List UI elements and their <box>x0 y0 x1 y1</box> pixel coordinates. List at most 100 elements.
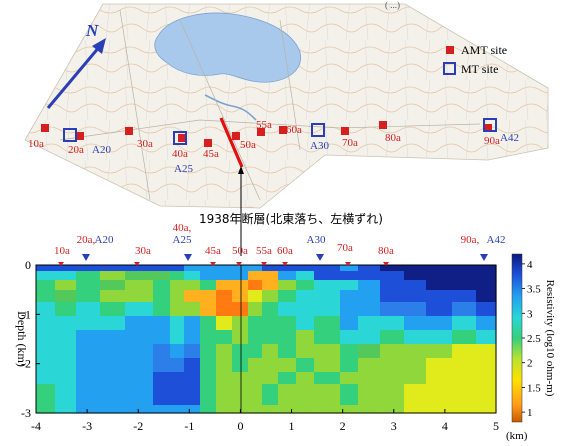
mt-site-label: A20 <box>92 144 111 156</box>
map-topography <box>25 4 548 208</box>
resistivity-cell <box>248 384 263 397</box>
resistivity-cell <box>76 290 101 303</box>
y-tick-label: 0 <box>25 258 31 272</box>
resistivity-cell <box>184 358 201 373</box>
resistivity-cell <box>358 396 381 406</box>
resistivity-cell <box>200 396 217 406</box>
x-tick-label: 1 <box>289 419 295 433</box>
resistivity-cell <box>36 384 56 397</box>
mt-position-marker <box>480 254 488 261</box>
resistivity-cell <box>380 396 405 406</box>
resistivity-cell <box>262 372 279 385</box>
section-site-label: 60a <box>277 245 293 257</box>
resistivity-cell <box>200 384 217 397</box>
resistivity-cell <box>476 384 497 397</box>
resistivity-cell <box>296 358 315 373</box>
resistivity-cell <box>262 271 279 281</box>
resistivity-cell <box>476 271 497 281</box>
resistivity-cell <box>55 344 77 359</box>
resistivity-cell <box>380 344 405 359</box>
resistivity-cell <box>340 302 359 317</box>
resistivity-cell <box>232 344 249 359</box>
resistivity-cell <box>262 330 279 345</box>
resistivity-cell <box>278 330 297 345</box>
resistivity-cell <box>340 358 359 373</box>
resistivity-cell <box>340 316 359 331</box>
resistivity-cell <box>100 330 126 345</box>
resistivity-cell <box>262 290 279 303</box>
resistivity-cell <box>125 271 154 281</box>
resistivity-cell <box>125 280 154 291</box>
resistivity-cell <box>314 280 341 291</box>
amt-site-label: 10a <box>28 138 44 150</box>
y-axis-label: Depth (km) <box>15 311 29 367</box>
resistivity-cell <box>404 302 427 317</box>
resistivity-cell <box>125 316 154 331</box>
resistivity-cell <box>153 290 171 303</box>
resistivity-cell <box>426 330 453 345</box>
north-arrow-head <box>92 38 106 54</box>
resistivity-cell <box>278 290 297 303</box>
colorbar-tick-label: 1.5 <box>527 382 541 394</box>
resistivity-cell <box>340 405 359 414</box>
resistivity-cell <box>380 372 405 385</box>
resistivity-cell <box>404 316 427 331</box>
resistivity-cell <box>184 396 201 406</box>
section-site-label: 90a, <box>461 234 480 246</box>
resistivity-cell <box>76 265 101 272</box>
section-site-label: 40a, <box>173 222 192 234</box>
resistivity-cell <box>216 405 233 414</box>
section-site-labels: 10a 20a, A20 30a 40a,A25 45a 50a 55a 60a A30 70a 80… <box>54 222 505 266</box>
resistivity-cell <box>426 384 453 397</box>
resistivity-cell <box>476 302 497 317</box>
resistivity-cell <box>248 405 263 414</box>
resistivity-cell <box>404 372 427 385</box>
resistivity-cell <box>153 330 171 345</box>
amt-site-marker <box>204 139 212 147</box>
resistivity-cell <box>216 290 233 303</box>
resistivity-cell <box>170 405 185 414</box>
resistivity-cell <box>55 372 77 385</box>
colorbar-tick-label: 2.5 <box>527 333 541 345</box>
resistivity-cell <box>358 330 381 345</box>
resistivity-cell <box>170 396 185 406</box>
resistivity-cell <box>476 358 497 373</box>
resistivity-cell <box>76 405 101 414</box>
resistivity-cell <box>296 372 315 385</box>
x-tick-label: 3 <box>391 419 397 433</box>
resistivity-cell <box>380 384 405 397</box>
resistivity-cell <box>153 316 171 331</box>
resistivity-cell <box>184 290 201 303</box>
resistivity-cell <box>248 372 263 385</box>
resistivity-cell <box>55 330 77 345</box>
site-map: N ( ...) AMT site MT site <box>24 0 549 256</box>
colorbar-tick-label: 3 <box>527 308 533 320</box>
resistivity-cell <box>170 280 185 291</box>
resistivity-cell <box>125 384 154 397</box>
section-site-label: 10a <box>54 245 70 257</box>
resistivity-cell <box>476 344 497 359</box>
amt-site-label: 60a <box>286 124 302 136</box>
amt-site-label: 80a <box>385 132 401 144</box>
resistivity-cell <box>296 384 315 397</box>
resistivity-cell <box>358 316 381 331</box>
colorbar-tick-label: 2 <box>527 358 533 370</box>
amt-site-label: 50a <box>240 139 256 151</box>
resistivity-cell <box>426 396 453 406</box>
resistivity-cell <box>170 290 185 303</box>
resistivity-cell <box>296 330 315 345</box>
legend-amt-marker <box>446 46 454 54</box>
resistivity-section <box>36 265 497 414</box>
amt-site-label: 55a <box>256 119 272 131</box>
resistivity-cell <box>100 271 126 281</box>
resistivity-cell <box>100 396 126 406</box>
x-tick-label: 5 <box>493 419 499 433</box>
resistivity-cell <box>76 384 101 397</box>
resistivity-cell <box>153 280 171 291</box>
resistivity-cell <box>36 280 56 291</box>
resistivity-cell <box>125 302 154 317</box>
resistivity-cell <box>314 372 341 385</box>
resistivity-cell <box>262 396 279 406</box>
resistivity-cell <box>216 280 233 291</box>
resistivity-cell <box>232 271 249 281</box>
